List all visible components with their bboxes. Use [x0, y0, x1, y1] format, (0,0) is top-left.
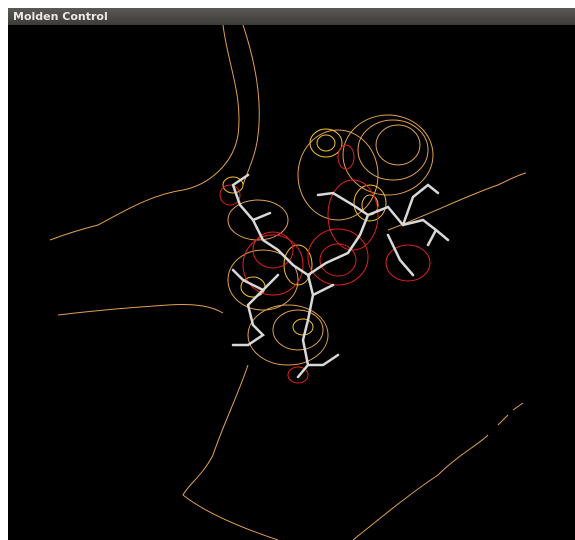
molecule-bonds: [231, 173, 450, 379]
red-contours: [219, 144, 431, 384]
outer-contour: [49, 25, 527, 540]
molecule-view: [49, 25, 527, 540]
orange-contours: [227, 114, 434, 366]
window: Molden Control: [8, 8, 575, 540]
window-title: Molden Control: [8, 8, 575, 25]
